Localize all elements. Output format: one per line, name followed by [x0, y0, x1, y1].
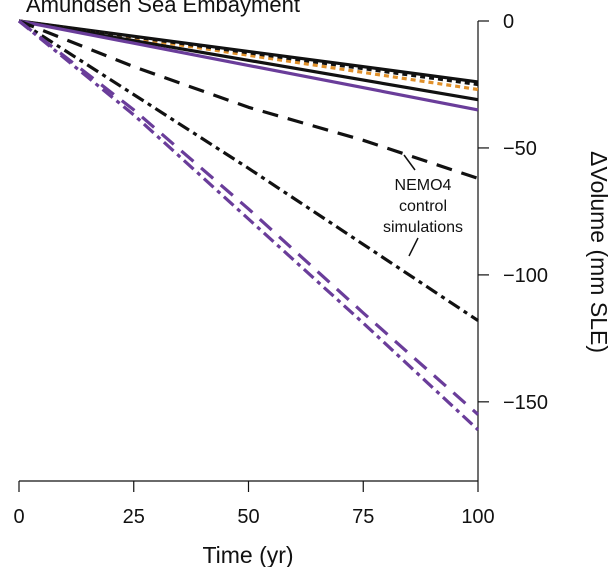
annotation: NEMO4 control simulations	[383, 154, 463, 257]
annotation-leader	[408, 237, 419, 257]
annotation-leader	[403, 154, 416, 171]
axes: 0 25 50 75 100 0 −50 −100 −150	[13, 11, 548, 528]
series-black-solid-a	[18, 19, 479, 84]
series-purple-dashed	[18, 19, 480, 416]
series-purple-solid	[18, 19, 479, 112]
series-lines	[17, 19, 480, 431]
series-black-dashdot	[18, 19, 479, 322]
x-tick-label: 100	[461, 506, 494, 528]
y-axis-label: ΔVolume (mm SLE)	[586, 151, 609, 353]
y-tick-label: −150	[503, 392, 548, 414]
annotation-text: control	[399, 198, 447, 215]
x-axis-label: Time (yr)	[202, 542, 293, 567]
y-tick-label: −100	[503, 265, 548, 287]
series-black-solid-b	[18, 19, 479, 102]
series-purple-dashdot	[17, 19, 480, 431]
x-tick-label: 50	[237, 506, 259, 528]
x-tick-label: 25	[123, 506, 145, 528]
annotation-text: NEMO4	[395, 177, 452, 194]
x-tick-label: 75	[352, 506, 374, 528]
y-tick-label: 0	[503, 11, 514, 33]
x-tick-label: 0	[13, 506, 24, 528]
series-black-dashed	[18, 19, 479, 180]
annotation-text: simulations	[383, 219, 463, 236]
chart-title: Amundsen Sea Embayment	[26, 0, 300, 17]
y-tick-label: −50	[503, 138, 537, 160]
